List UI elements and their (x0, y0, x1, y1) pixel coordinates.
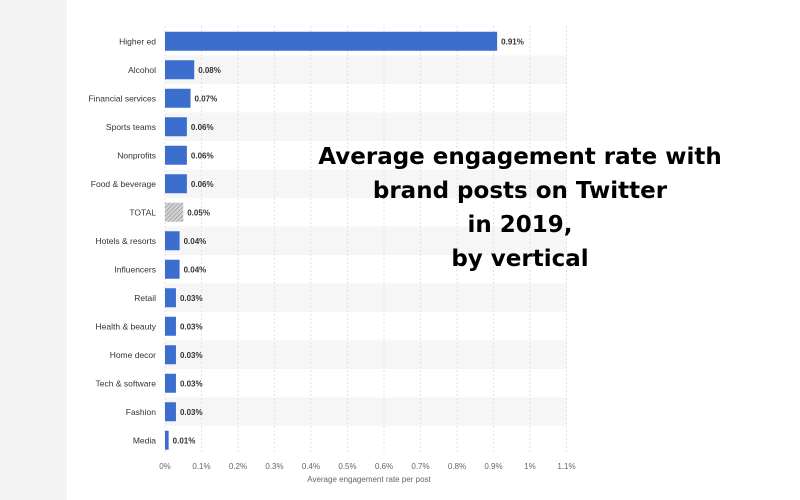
bar (165, 117, 187, 137)
x-tick-label: 0.5% (338, 462, 356, 471)
category-label: Nonprofits (117, 150, 156, 160)
x-axis-label: Average engagement rate per post (307, 475, 431, 484)
bar (165, 145, 187, 165)
data-labels: 0.91% 0.08% 0.07% 0.06% 0.06% 0.06% 0.05% 0.04%… (173, 37, 524, 445)
overlay-title-line-2: brand posts on Twitter (372, 178, 668, 204)
bar (165, 231, 180, 251)
row-band (165, 169, 567, 198)
category-label: Media (133, 435, 156, 445)
data-label: 0.05% (187, 208, 210, 217)
bar (165, 202, 184, 222)
bar (165, 88, 191, 108)
row-band (165, 55, 567, 84)
overlay-title-line-3: in 2019, (467, 212, 573, 238)
category-label: Financial services (88, 93, 156, 103)
category-label: Hotels & resorts (96, 236, 156, 246)
bar (165, 60, 195, 80)
category-label: TOTAL (129, 207, 156, 217)
bar (165, 373, 176, 393)
x-tick-label: 0.8% (448, 462, 466, 471)
x-tick-label: 1% (524, 462, 536, 471)
category-label: Fashion (126, 407, 157, 417)
x-tick-label: 0.3% (265, 462, 283, 471)
category-labels: Higher ed Alcohol Financial services Sports… (88, 36, 156, 445)
bar (165, 430, 169, 450)
bar-chart: Higher ed Alcohol Financial services Sports… (88, 26, 576, 484)
row-band (165, 226, 567, 255)
data-label: 0.04% (184, 265, 207, 274)
data-label: 0.91% (501, 37, 524, 46)
category-label: Home decor (110, 350, 156, 360)
bars (165, 31, 498, 450)
overlay-title-line-1: Average engagement rate with (318, 144, 722, 170)
bar (165, 174, 187, 194)
overlay-title: Average engagement rate with brand posts… (290, 140, 750, 276)
x-tick-label: 0.2% (229, 462, 247, 471)
data-label: 0.06% (191, 123, 214, 132)
data-label: 0.03% (180, 379, 203, 388)
category-label: Retail (134, 293, 156, 303)
x-tick-label: 0.1% (192, 462, 210, 471)
data-label: 0.03% (180, 408, 203, 417)
left-margin (0, 0, 67, 500)
row-bands (165, 55, 567, 426)
category-label: Alcohol (128, 65, 156, 75)
category-label: Tech & software (96, 378, 157, 388)
row-band (165, 283, 567, 312)
data-label: 0.06% (191, 151, 214, 160)
overlay-title-line-4: by vertical (451, 246, 589, 272)
data-label: 0.03% (180, 294, 203, 303)
bar (165, 402, 176, 422)
category-label: Influencers (114, 264, 156, 274)
bar (165, 259, 180, 279)
data-label: 0.07% (195, 94, 218, 103)
row-band (165, 112, 567, 141)
x-tick-label: 1.1% (557, 462, 575, 471)
x-tick-label: 0.9% (484, 462, 502, 471)
x-tick-label: 0.4% (302, 462, 320, 471)
data-label: 0.08% (198, 66, 221, 75)
row-band (165, 397, 567, 426)
data-label: 0.03% (180, 351, 203, 360)
category-label: Food & beverage (91, 179, 156, 189)
category-label: Health & beauty (96, 321, 157, 331)
x-tick-label: 0.6% (375, 462, 393, 471)
category-label: Sports teams (106, 122, 156, 132)
bar (165, 31, 498, 51)
data-label: 0.01% (173, 436, 196, 445)
data-label: 0.04% (184, 237, 207, 246)
category-label: Higher ed (119, 36, 156, 46)
row-band (165, 340, 567, 369)
chart-panel: Higher ed Alcohol Financial services Sports… (67, 0, 580, 500)
x-tick-labels: 0% 0.1% 0.2% 0.3% 0.4% 0.5% 0.6% 0.7% 0.8% 0.9% 1%… (159, 462, 575, 471)
data-label: 0.03% (180, 322, 203, 331)
data-label: 0.06% (191, 180, 214, 189)
bar (165, 345, 176, 365)
bar (165, 316, 176, 336)
bar (165, 288, 176, 308)
x-tick-label: 0.7% (411, 462, 429, 471)
x-tick-label: 0% (159, 462, 171, 471)
